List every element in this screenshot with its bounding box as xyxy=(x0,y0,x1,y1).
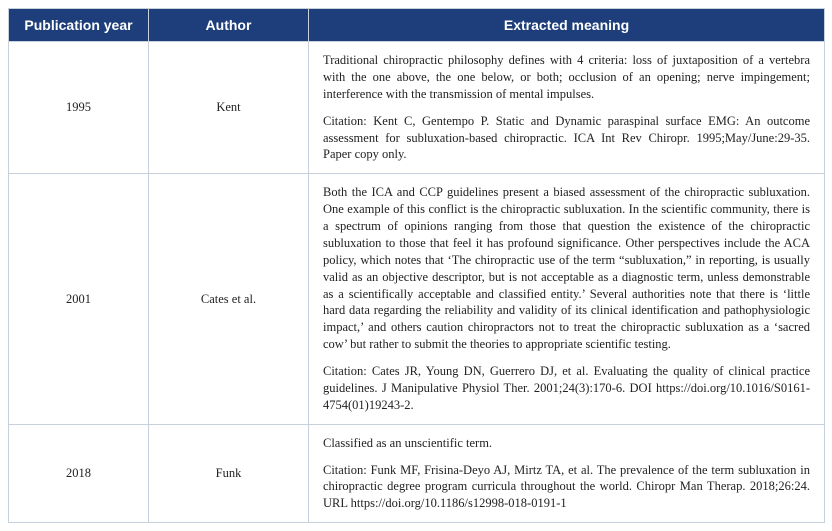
meaning-citation: Citation: Funk MF, Frisina-Deyo AJ, Mirt… xyxy=(323,462,810,513)
cell-meaning: Classified as an unscientific term. Cita… xyxy=(309,424,825,523)
meaning-text: Traditional chiropractic philosophy defi… xyxy=(323,52,810,103)
meaning-citation: Citation: Cates JR, Young DN, Guerrero D… xyxy=(323,363,810,414)
col-header-author: Author xyxy=(149,9,309,42)
cell-author: Funk xyxy=(149,424,309,523)
cell-meaning: Both the ICA and CCP guidelines present … xyxy=(309,174,825,424)
table-header-row: Publication year Author Extracted meanin… xyxy=(9,9,825,42)
table-row: 2018 Funk Classified as an unscientific … xyxy=(9,424,825,523)
cell-year: 2001 xyxy=(9,174,149,424)
publication-table: Publication year Author Extracted meanin… xyxy=(8,8,825,523)
cell-author: Kent xyxy=(149,42,309,174)
meaning-citation: Citation: Kent C, Gentempo P. Static and… xyxy=(323,113,810,164)
meaning-text: Both the ICA and CCP guidelines present … xyxy=(323,184,810,353)
table-row: 1995 Kent Traditional chiropractic philo… xyxy=(9,42,825,174)
cell-author: Cates et al. xyxy=(149,174,309,424)
cell-meaning: Traditional chiropractic philosophy defi… xyxy=(309,42,825,174)
col-header-year: Publication year xyxy=(9,9,149,42)
cell-year: 2018 xyxy=(9,424,149,523)
meaning-text: Classified as an unscientific term. xyxy=(323,435,810,452)
col-header-meaning: Extracted meaning xyxy=(309,9,825,42)
table-row: 2001 Cates et al. Both the ICA and CCP g… xyxy=(9,174,825,424)
cell-year: 1995 xyxy=(9,42,149,174)
